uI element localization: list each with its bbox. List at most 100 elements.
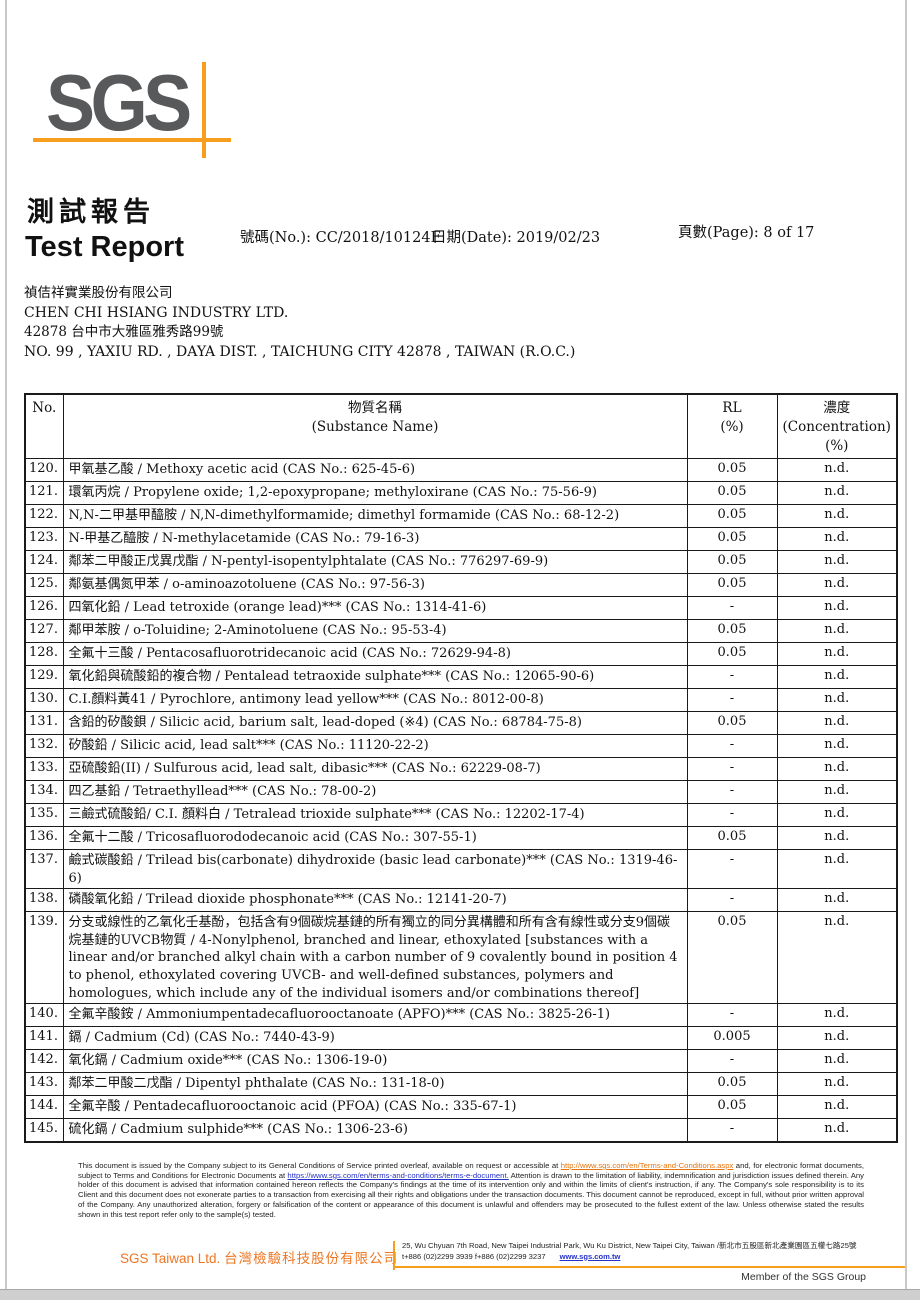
- cell-name: 環氧丙烷 / Propylene oxide; 1,2-epoxypropane…: [62, 481, 688, 505]
- footer-contact-row: t+886 (02)2299 3939 f+886 (02)2299 3237 w…: [402, 1252, 876, 1263]
- cell-no: 140.: [24, 1003, 64, 1028]
- substance-table-body: 120. 甲氧基乙酸 / Methoxy acetic acid (CAS No.…: [24, 458, 898, 1143]
- cell-no: 123.: [24, 527, 64, 551]
- cell-name: 全氟十二酸 / Tricosafluorododecanoic acid (CA…: [62, 826, 688, 850]
- report-page: 頁數(Page): 8 of 17: [678, 221, 814, 242]
- disclaimer-seg1: This document is issued by the Company s…: [78, 1161, 561, 1170]
- cell-rl: 0.05: [686, 711, 778, 735]
- cell-conc: n.d.: [776, 1003, 898, 1028]
- cell-conc: n.d.: [776, 481, 898, 505]
- cell-name: 鹼式碳酸鉛 / Trilead bis(carbonate) dihydroxi…: [62, 848, 688, 890]
- cell-name: 鎘 / Cadmium (Cd) (CAS No.: 7440-43-9): [62, 1026, 688, 1051]
- cell-conc: n.d.: [776, 458, 898, 482]
- cell-name: 磷酸氧化鉛 / Trilead dioxide phosphonate*** (…: [62, 888, 688, 913]
- cell-conc: n.d.: [776, 1118, 898, 1143]
- cell-no: 134.: [24, 780, 64, 804]
- cell-rl: -: [686, 688, 778, 712]
- table-row: 144. 全氟辛酸 / Pentadecafluorooctanoic acid …: [24, 1095, 898, 1120]
- report-page-value: 8 of 17: [763, 225, 815, 241]
- cell-conc: n.d.: [776, 780, 898, 804]
- page-edge-right: [905, 0, 907, 1290]
- table-row: 138. 磷酸氧化鉛 / Trilead dioxide phosphonate*…: [24, 888, 898, 913]
- table-row: 133. 亞硫酸鉛(II) / Sulfurous acid, lead salt…: [24, 757, 898, 781]
- table-row: 141. 鎘 / Cadmium (Cd) (CAS No.: 7440-43-9…: [24, 1026, 898, 1051]
- cell-name: 四乙基鉛 / Tetraethyllead*** (CAS No.: 78-00…: [62, 780, 688, 804]
- cell-rl: 0.05: [686, 1072, 778, 1097]
- cell-conc: n.d.: [776, 848, 898, 890]
- cell-no: 131.: [24, 711, 64, 735]
- cell-rl: 0.05: [686, 458, 778, 482]
- cell-no: 124.: [24, 550, 64, 574]
- footer-company-name: SGS Taiwan Ltd. 台灣檢驗科技股份有限公司: [120, 1247, 398, 1267]
- cell-rl: 0.05: [686, 573, 778, 597]
- cell-rl: 0.05: [686, 911, 778, 1005]
- cell-conc: n.d.: [776, 803, 898, 827]
- cell-no: 127.: [24, 619, 64, 643]
- cell-rl: 0.05: [686, 642, 778, 666]
- report-number: 號碼(No.): CC/2018/10124F: [240, 226, 441, 247]
- cell-rl: -: [686, 596, 778, 620]
- table-row: 135. 三鹼式硫酸鉛/ C.I. 顏料白 / Tetralead trioxid…: [24, 803, 898, 827]
- report-date-label: 日期(Date):: [432, 230, 517, 246]
- cell-rl: -: [686, 1118, 778, 1143]
- cell-name: 矽酸鉛 / Silicic acid, lead salt*** (CAS No…: [62, 734, 688, 758]
- cell-rl: -: [686, 1049, 778, 1074]
- cell-rl: 0.05: [686, 826, 778, 850]
- table-row: 124. 鄰苯二甲酸正戊異戊酯 / N-pentyl-isopentylphtal…: [24, 550, 898, 574]
- cell-conc: n.d.: [776, 550, 898, 574]
- table-row: 140. 全氟辛酸銨 / Ammoniumpentadecafluorooctan…: [24, 1003, 898, 1028]
- cell-no: 136.: [24, 826, 64, 850]
- cell-no: 128.: [24, 642, 64, 666]
- cell-conc: n.d.: [776, 826, 898, 850]
- report-date-value: 2019/02/23: [516, 230, 601, 246]
- cell-rl: 0.05: [686, 481, 778, 505]
- footer-address: 25, Wu Chyuan 7th Road, New Taipei Indus…: [402, 1241, 857, 1250]
- disclaimer-seg3: Attention is drawn to the limitation of …: [78, 1170, 864, 1219]
- cell-conc: n.d.: [776, 911, 898, 1005]
- cell-rl: 0.05: [686, 1095, 778, 1120]
- cell-no: 121.: [24, 481, 64, 505]
- footer-divider-line: [393, 1241, 395, 1270]
- cell-name: 全氟辛酸 / Pentadecafluorooctanoic acid (PFO…: [62, 1095, 688, 1120]
- substance-table: No. 物質名稱 (Substance Name) RL (%) 濃度 (Con…: [24, 393, 898, 1143]
- cell-name: 硫化鎘 / Cadmium sulphide*** (CAS No.: 1306…: [62, 1118, 688, 1143]
- disclaimer-seg2: and, for electronic format documents, su…: [78, 1161, 865, 1180]
- table-row: 121. 環氧丙烷 / Propylene oxide; 1,2-epoxypro…: [24, 481, 898, 505]
- cell-no: 139.: [24, 911, 64, 1005]
- cell-no: 143.: [24, 1072, 64, 1097]
- footer-company-en: SGS Taiwan Ltd.: [120, 1251, 221, 1266]
- cell-conc: n.d.: [776, 665, 898, 689]
- cell-rl: -: [686, 757, 778, 781]
- table-header-row: No. 物質名稱 (Substance Name) RL (%) 濃度 (Con…: [24, 393, 898, 459]
- cell-no: 142.: [24, 1049, 64, 1074]
- sgs-logo-horizontal-line: [33, 138, 231, 142]
- cell-conc: n.d.: [776, 642, 898, 666]
- footer-member-text: Member of the SGS Group: [741, 1271, 866, 1283]
- cell-name: 全氟十三酸 / Pentacosafluorotridecanoic acid …: [62, 642, 688, 666]
- page-edge-left: [5, 0, 7, 1290]
- cell-no: 120.: [24, 458, 64, 482]
- cell-name: 氧化鎘 / Cadmium oxide*** (CAS No.: 1306-19…: [62, 1049, 688, 1074]
- cell-conc: n.d.: [776, 596, 898, 620]
- terms-e-document-link[interactable]: https://www.sgs.com/en/terms-and-conditi…: [287, 1170, 509, 1180]
- table-row: 127. 鄰甲苯胺 / o-Toluidine; 2-Aminotoluene (…: [24, 619, 898, 643]
- cell-rl: -: [686, 734, 778, 758]
- cell-name: 全氟辛酸銨 / Ammoniumpentadecafluorooctanoate…: [62, 1003, 688, 1028]
- cell-rl: -: [686, 848, 778, 890]
- cell-conc: n.d.: [776, 1049, 898, 1074]
- footer-website-link[interactable]: www.sgs.com.tw: [559, 1251, 621, 1261]
- table-row: 137. 鹼式碳酸鉛 / Trilead bis(carbonate) dihyd…: [24, 848, 898, 890]
- cell-conc: n.d.: [776, 527, 898, 551]
- table-row: 126. 四氧化鉛 / Lead tetroxide (orange lead)*…: [24, 596, 898, 620]
- cell-no: 138.: [24, 888, 64, 913]
- cell-no: 135.: [24, 803, 64, 827]
- terms-conditions-link[interactable]: http://www.sgs.com/en/Terms-and-Conditio…: [560, 1161, 734, 1170]
- client-name-en: CHEN CHI HSIANG INDUSTRY LTD.: [24, 304, 289, 321]
- cell-name: N-甲基乙醯胺 / N-methylacetamide (CAS No.: 79…: [62, 527, 688, 551]
- cell-conc: n.d.: [776, 711, 898, 735]
- cell-no: 145.: [24, 1118, 64, 1143]
- col-header-rl: RL (%): [686, 393, 778, 459]
- client-name-zh: 禎佶祥實業股份有限公司: [24, 285, 173, 301]
- cell-name: 四氧化鉛 / Lead tetroxide (orange lead)*** (…: [62, 596, 688, 620]
- table-row: 125. 鄰氨基偶氮甲苯 / o-aminoazotoluene (CAS No.…: [24, 573, 898, 597]
